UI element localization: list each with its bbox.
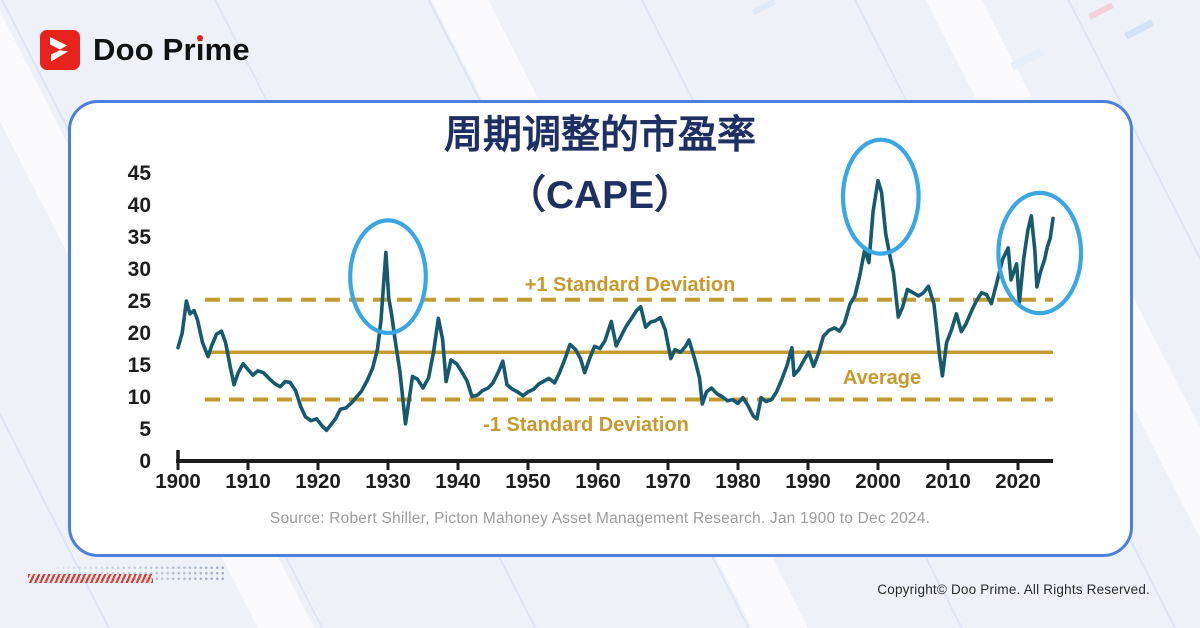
chart-title: 周期调整的市盈率 （CAPE）: [0, 106, 1200, 226]
doo-prime-logo: Doo Prime: [40, 30, 250, 70]
copyright-text: Copyright© Doo Prime. All Rights Reserve…: [877, 582, 1150, 597]
brand-name: Doo Prime: [93, 32, 250, 68]
brand-text: Doo Pr: [93, 32, 196, 67]
chart-title-line2: （CAPE）: [506, 174, 694, 217]
brand-letter-i: i: [195, 32, 205, 67]
brand-text: me: [204, 32, 250, 67]
chart-title-line1: 周期调整的市盈率: [443, 114, 756, 157]
chart-source-note: Source: Robert Shiller, Picton Mahoney A…: [269, 510, 931, 527]
red-stripes-decoration: [28, 574, 153, 583]
doo-prime-logo-icon: [40, 30, 80, 70]
